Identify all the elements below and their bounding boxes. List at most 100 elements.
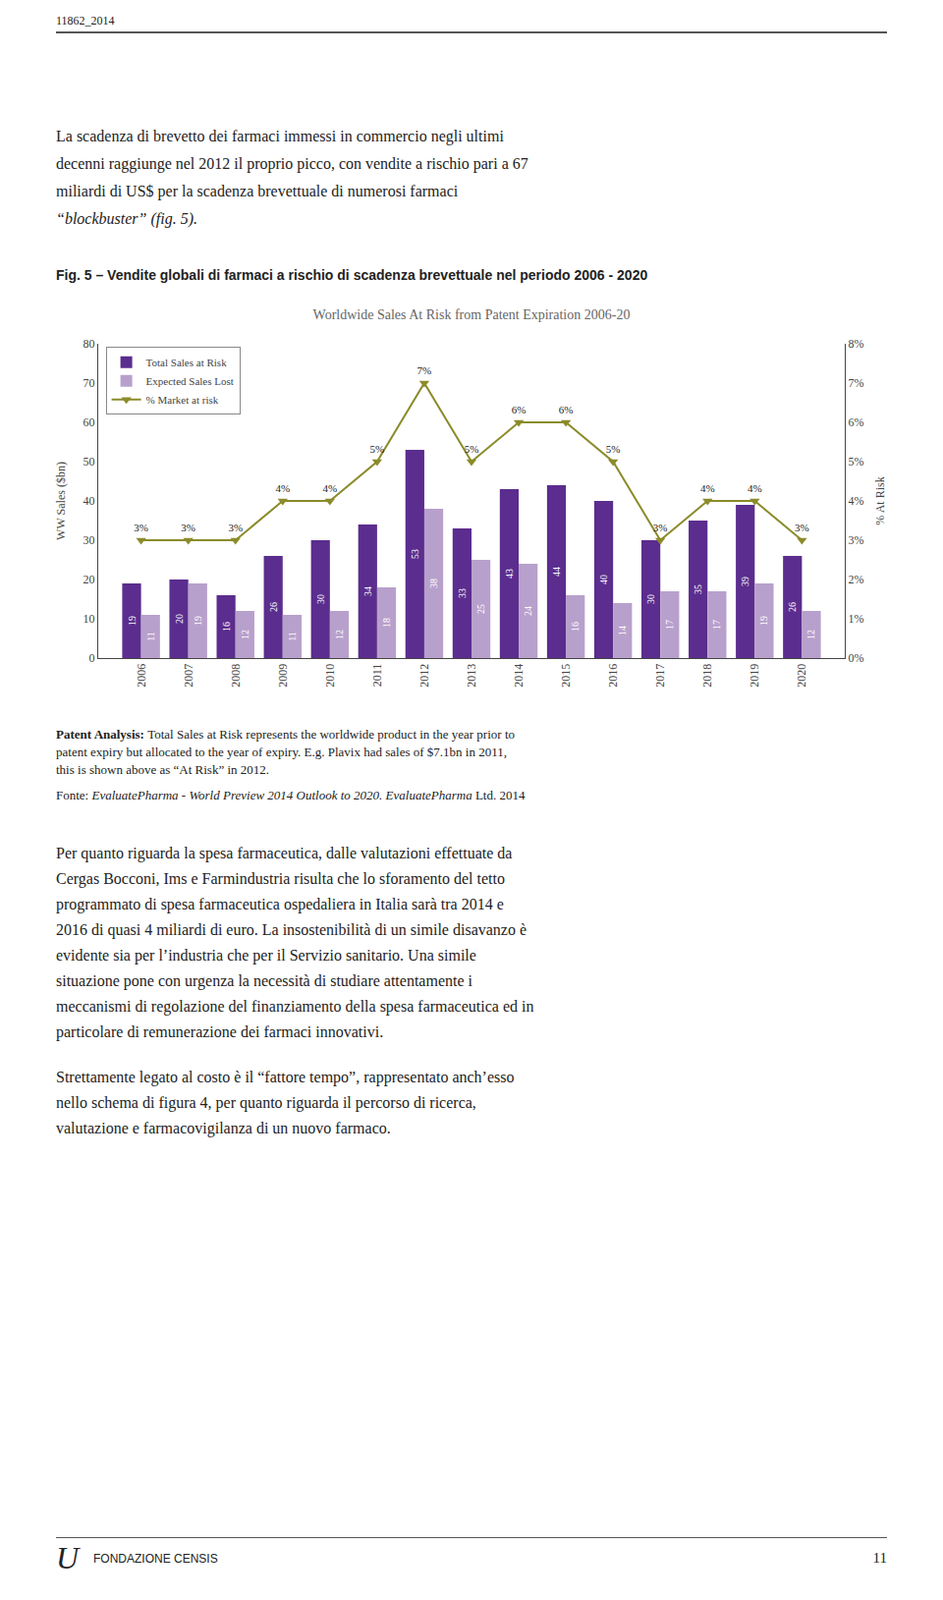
svg-text:5%: 5% [847, 454, 864, 469]
svg-text:12: 12 [805, 629, 817, 640]
svg-text:20: 20 [83, 572, 96, 587]
svg-text:40: 40 [83, 494, 96, 508]
svg-text:3%: 3% [227, 521, 243, 534]
svg-text:Expected Sales Lost: Expected Sales Lost [146, 375, 234, 388]
svg-text:2008: 2008 [228, 664, 243, 688]
svg-text:19: 19 [192, 615, 204, 626]
svg-text:16: 16 [221, 621, 232, 632]
svg-text:7%: 7% [417, 364, 433, 377]
svg-text:2017: 2017 [653, 664, 667, 688]
svg-text:12: 12 [333, 629, 345, 640]
svg-text:10: 10 [83, 611, 96, 626]
svg-text:3%: 3% [133, 521, 149, 534]
svg-text:2009: 2009 [276, 664, 290, 688]
svg-text:2006: 2006 [134, 664, 149, 688]
svg-text:0: 0 [89, 651, 96, 666]
svg-text:6%: 6% [847, 415, 864, 430]
svg-text:6%: 6% [511, 403, 527, 416]
svg-text:16: 16 [569, 621, 581, 632]
svg-text:6%: 6% [558, 403, 574, 416]
svg-text:5%: 5% [606, 443, 621, 455]
html-text:2016 di quasi 4 miliardi di eu: 2016 di quasi 4 miliardi di euro. La ins… [55, 921, 527, 939]
html-text:“blockbuster” (fig. 5).: “blockbuster” (fig. 5). [55, 210, 198, 227]
svg-text:80: 80 [83, 336, 96, 351]
svg-text:34: 34 [362, 586, 374, 597]
svg-text:33: 33 [456, 588, 468, 599]
svg-text:24: 24 [522, 606, 534, 616]
html-text:decenni raggiunge nel 2012 il: decenni raggiunge nel 2012 il proprio pi… [55, 155, 529, 172]
html-text:programmato di spesa farmaceut: programmato di spesa farmaceutica ospeda… [55, 895, 504, 913]
svg-text:4%: 4% [847, 494, 864, 508]
svg-text:25: 25 [475, 604, 487, 614]
svg-text:26: 26 [268, 602, 279, 612]
svg-text:2020: 2020 [794, 664, 809, 688]
svg-text:44: 44 [551, 566, 562, 577]
svg-text:7%: 7% [847, 376, 864, 390]
svg-text:2013: 2013 [464, 664, 479, 688]
svg-text:Total Sales at Risk: Total Sales at Risk [146, 356, 228, 369]
svg-text:2019: 2019 [747, 664, 762, 688]
svg-text:2014: 2014 [511, 664, 526, 688]
html-text:Per quanto riguarda la spesa f: Per quanto riguarda la spesa farmaceutic… [55, 844, 513, 862]
html-text:Cergas Bocconi, Ims e Farmindu: Cergas Bocconi, Ims e Farmindustria risu… [55, 870, 505, 888]
svg-text:30: 30 [645, 594, 657, 605]
svg-text:3%: 3% [847, 533, 864, 548]
svg-text:8%: 8% [847, 336, 864, 351]
html-text:miliardi di US$ per la scadenz: miliardi di US$ per la scadenza brevettu… [55, 182, 458, 200]
svg-text:43: 43 [503, 568, 515, 579]
svg-text:35: 35 [692, 584, 704, 595]
svg-text:5%: 5% [464, 443, 480, 455]
svg-text:2010: 2010 [323, 664, 337, 688]
svg-text:4%: 4% [700, 482, 716, 495]
svg-text:0%: 0% [847, 651, 864, 666]
svg-text:38: 38 [428, 578, 440, 589]
html-text:evidente sia per l’industria c: evidente sia per l’industria che per il … [55, 946, 477, 964]
html-text:meccanismi di regolazione del: meccanismi di regolazione del finanziame… [55, 998, 534, 1015]
svg-text:5%: 5% [370, 443, 386, 455]
svg-text:53: 53 [409, 549, 421, 559]
svg-text:2016: 2016 [606, 664, 620, 688]
svg-text:60: 60 [83, 415, 96, 430]
svg-text:11: 11 [145, 631, 157, 642]
svg-text:Worldwide Sales At Risk from P: Worldwide Sales At Risk from Patent Expi… [313, 307, 631, 323]
svg-text:% At Risk: % At Risk [873, 476, 888, 525]
svg-text:20: 20 [173, 613, 185, 624]
svg-text:39: 39 [739, 576, 751, 587]
svg-text:17: 17 [711, 619, 722, 630]
svg-text:18: 18 [381, 617, 392, 628]
svg-text:14: 14 [616, 625, 628, 636]
svg-text:40: 40 [598, 574, 610, 585]
svg-text:1%: 1% [847, 611, 864, 626]
svg-text:2012: 2012 [417, 664, 432, 688]
html-text:valutazione e farmacovigilanza: valutazione e farmacovigilanza di un nuo… [55, 1119, 391, 1137]
svg-text:2007: 2007 [181, 664, 196, 688]
svg-text:50: 50 [83, 454, 96, 469]
svg-text:17: 17 [664, 619, 675, 630]
svg-text:3%: 3% [794, 521, 810, 534]
html-text:situazione pone con urgenza la: situazione pone con urgenza la necessità… [55, 972, 473, 990]
svg-text:4%: 4% [323, 482, 338, 495]
svg-text:70: 70 [83, 376, 96, 390]
svg-text:12: 12 [239, 629, 251, 640]
html-text:Strettamente legato al costo è: Strettamente legato al costo è il “fatto… [55, 1068, 515, 1086]
svg-text:WW Sales ($bn): WW Sales ($bn) [54, 461, 68, 541]
svg-text:11: 11 [286, 631, 298, 642]
svg-text:2%: 2% [847, 572, 864, 587]
html-text:La scadenza di brevetto dei fa: La scadenza di brevetto dei farmaci imme… [55, 127, 504, 145]
svg-text:4%: 4% [747, 482, 763, 495]
svg-text:3%: 3% [180, 521, 196, 534]
svg-text:2015: 2015 [558, 664, 573, 688]
svg-text:4%: 4% [275, 482, 290, 495]
svg-text:% Market at risk: % Market at risk [146, 393, 220, 406]
html-text:U: U [55, 1540, 79, 1576]
svg-text:30: 30 [83, 533, 96, 548]
svg-text:26: 26 [786, 602, 798, 612]
svg-text:19: 19 [126, 615, 138, 626]
html-text:nello schema di figura 4, per: nello schema di figura 4, per quanto rig… [55, 1094, 477, 1111]
svg-text:2018: 2018 [700, 664, 715, 688]
svg-text:3%: 3% [653, 521, 668, 534]
svg-text:30: 30 [315, 594, 327, 605]
svg-text:19: 19 [758, 615, 770, 626]
svg-text:2011: 2011 [370, 664, 385, 688]
html-text:particolare di remunerazione d: particolare di remunerazione dei farmaci… [55, 1023, 384, 1041]
